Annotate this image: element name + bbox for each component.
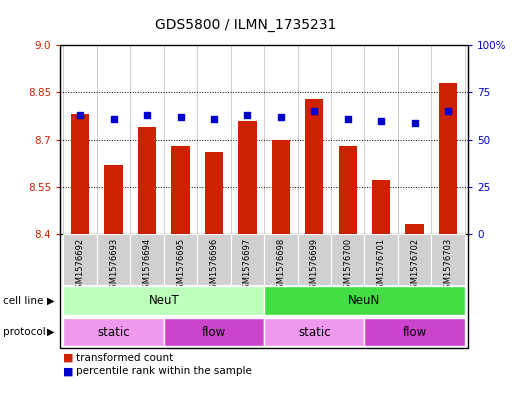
Text: GSM1576699: GSM1576699 [310, 238, 319, 294]
Bar [63, 286, 264, 315]
Bar [71, 114, 89, 234]
Bar [431, 234, 465, 285]
Point [377, 118, 385, 124]
Bar [372, 180, 390, 234]
Text: cell line: cell line [3, 296, 43, 306]
Point [310, 108, 319, 114]
Point [444, 108, 452, 114]
Bar [205, 152, 223, 234]
Bar [63, 318, 164, 346]
Bar [197, 234, 231, 285]
Text: GSM1576694: GSM1576694 [143, 238, 152, 294]
Bar [164, 234, 197, 285]
Text: ▶: ▶ [48, 296, 55, 306]
Bar [97, 234, 130, 285]
Text: GSM1576693: GSM1576693 [109, 238, 118, 294]
Text: GSM1576697: GSM1576697 [243, 238, 252, 294]
Bar [365, 318, 465, 346]
Text: protocol: protocol [3, 327, 46, 337]
Bar [172, 146, 190, 234]
Bar [164, 318, 264, 346]
Text: GSM1576701: GSM1576701 [377, 238, 385, 294]
Text: percentile rank within the sample: percentile rank within the sample [76, 366, 252, 376]
Bar [63, 234, 97, 285]
Text: NeuT: NeuT [149, 294, 179, 307]
Point [109, 116, 118, 122]
Bar [271, 140, 290, 234]
Text: GSM1576703: GSM1576703 [444, 238, 452, 294]
Text: GDS5800 / ILMN_1735231: GDS5800 / ILMN_1735231 [155, 18, 336, 32]
Point [411, 119, 419, 126]
Bar [264, 286, 465, 315]
Bar [439, 83, 457, 234]
Bar [105, 165, 123, 234]
Bar [138, 127, 156, 234]
Text: GSM1576695: GSM1576695 [176, 238, 185, 294]
Bar [298, 234, 331, 285]
Point [76, 112, 84, 118]
Text: ■: ■ [63, 353, 73, 363]
Bar [231, 234, 264, 285]
Bar [238, 121, 257, 234]
Text: GSM1576696: GSM1576696 [209, 238, 219, 294]
Point [277, 114, 285, 120]
Point [243, 112, 252, 118]
Text: static: static [97, 325, 130, 339]
Text: transformed count: transformed count [76, 353, 173, 363]
Point [143, 112, 151, 118]
Text: GSM1576692: GSM1576692 [76, 238, 85, 294]
Point [210, 116, 218, 122]
Bar [264, 318, 365, 346]
Text: GSM1576700: GSM1576700 [343, 238, 352, 294]
Bar [405, 224, 424, 234]
Point [344, 116, 352, 122]
Bar [331, 234, 365, 285]
Text: flow: flow [403, 325, 427, 339]
Text: NeuN: NeuN [348, 294, 381, 307]
Point [176, 114, 185, 120]
Bar [305, 99, 323, 234]
Text: GSM1576702: GSM1576702 [410, 238, 419, 294]
Bar [398, 234, 431, 285]
Bar [264, 234, 298, 285]
Bar [130, 234, 164, 285]
Text: ▶: ▶ [48, 327, 55, 337]
Text: ■: ■ [63, 366, 73, 376]
Text: flow: flow [202, 325, 226, 339]
Bar [365, 234, 398, 285]
Text: GSM1576698: GSM1576698 [276, 238, 286, 294]
Bar [338, 146, 357, 234]
Text: static: static [298, 325, 331, 339]
